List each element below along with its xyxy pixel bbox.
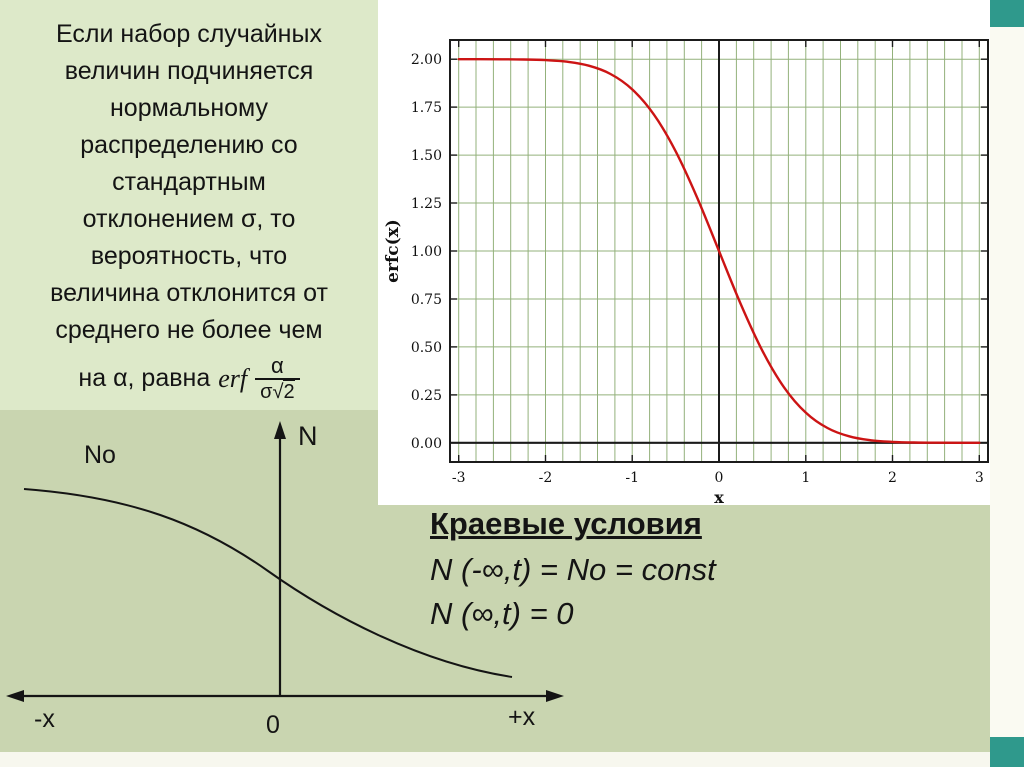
left-arrow-icon (6, 690, 24, 702)
intro-line: Если набор случайных (56, 20, 322, 48)
boundary-title: Краевые условия (430, 506, 702, 541)
svg-text:1.75: 1.75 (411, 100, 442, 116)
up-arrow-icon (274, 421, 286, 439)
label-minus-x: -x (34, 705, 55, 733)
intro-text-block: Если набор случайных величин подчиняется… (0, 0, 378, 410)
svg-text:0.00: 0.00 (411, 436, 442, 452)
chart-tick-labels: -3 -2 -1 0 1 2 3 0.00 0.25 0.50 0.75 1.00 1.25 1.50 1.… (411, 52, 984, 486)
axis-label-N: N (298, 421, 318, 451)
intro-line: вероятность, что (90, 242, 288, 270)
x-axis-label: x (714, 488, 724, 505)
svg-text:1.25: 1.25 (411, 196, 442, 212)
radicand: 2 (283, 380, 295, 404)
intro-line: величин подчиняется (64, 57, 314, 85)
svg-text:0.50: 0.50 (411, 340, 442, 356)
decor-square-top-right (990, 0, 1024, 27)
sigma-symbol: σ (260, 381, 273, 404)
intro-line: распределению со (80, 131, 298, 159)
erf-symbol: erf (218, 363, 248, 393)
intro-line: отклонением σ, то (82, 205, 296, 233)
profile-curve (23, 488, 513, 678)
label-No: No (84, 441, 116, 469)
svg-text:0.75: 0.75 (411, 292, 442, 308)
svg-text:0: 0 (715, 470, 724, 486)
right-arrow-icon (546, 690, 564, 702)
svg-text:1.50: 1.50 (411, 148, 442, 164)
erfc-curve (457, 57, 981, 445)
boundary-line-2: N (∞,t) = 0 (430, 596, 574, 631)
erfc-chart: -3 -2 -1 0 1 2 3 0.00 0.25 0.50 0.75 1.00 1.25 1.50 1.… (383, 39, 989, 505)
erf-formula: на α, равна erf α σ√2 (0, 353, 378, 404)
erfc-chart-panel: -3 -2 -1 0 1 2 3 0.00 0.25 0.50 0.75 1.00 1.25 1.50 1.… (378, 0, 990, 505)
boundary-line-1: N (-∞,t) = No = const (430, 552, 716, 587)
svg-text:2.00: 2.00 (411, 52, 442, 68)
fraction-numerator: α (270, 353, 284, 378)
svg-text:-3: -3 (452, 470, 466, 486)
label-zero: 0 (266, 711, 280, 739)
svg-text:0.25: 0.25 (411, 388, 442, 404)
intro-line: нормальному (110, 94, 268, 122)
svg-text:-1: -1 (625, 470, 639, 486)
svg-text:-2: -2 (539, 470, 553, 486)
intro-line: стандартным (112, 168, 266, 196)
concentration-profile-diagram: N No -x 0 +x (6, 421, 564, 739)
intro-line: среднего не более чем (55, 316, 323, 344)
y-axis-label: erfc(x) (383, 219, 403, 283)
fraction-denominator: σ√2 (255, 378, 300, 404)
svg-text:1.00: 1.00 (411, 244, 442, 260)
boundary-conditions-block: Краевые условия N (-∞,t) = No = const N … (430, 506, 970, 636)
fraction: α σ√2 (255, 353, 300, 404)
tick-marks (450, 40, 988, 462)
intro-line: величина отклонится от (50, 279, 328, 307)
svg-text:1: 1 (801, 470, 810, 486)
svg-text:3: 3 (975, 470, 984, 486)
formula-prefix: на α, равна (78, 364, 211, 393)
decor-square-bottom-right (990, 737, 1024, 767)
svg-text:2: 2 (888, 470, 897, 486)
bottom-edge-strip (0, 752, 1024, 767)
label-plus-x: +x (508, 703, 536, 731)
right-edge-strip (990, 0, 1024, 767)
radical-symbol: √ (272, 381, 284, 404)
